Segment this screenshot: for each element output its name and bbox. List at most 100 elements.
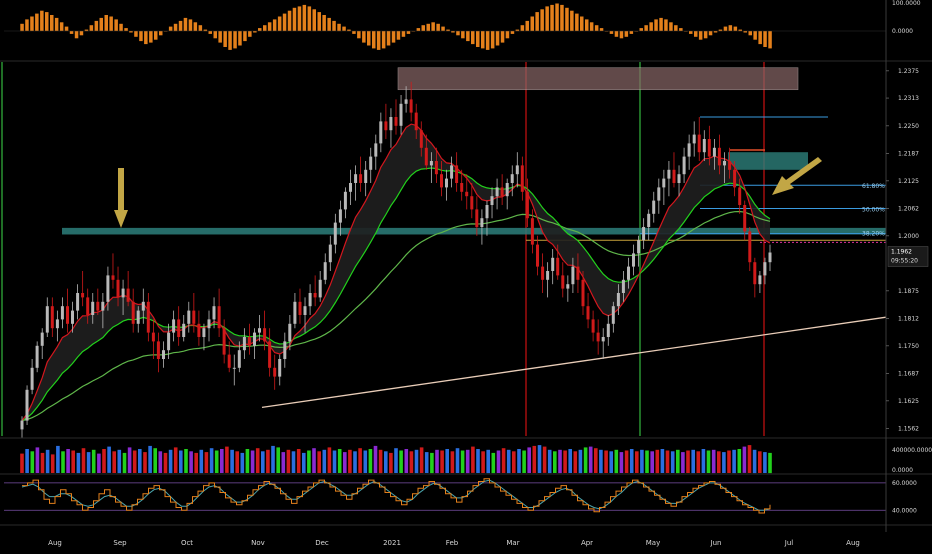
price-tick-label: 1.2313	[898, 95, 919, 102]
oscillator-bar	[629, 31, 634, 34]
oscillator-bar	[753, 31, 757, 40]
oscillator-bar	[124, 28, 128, 31]
oscillator-bar	[337, 23, 341, 32]
volume-bar	[225, 446, 229, 473]
volume-bar	[640, 449, 644, 474]
volume-bar	[343, 452, 347, 473]
candle-body	[697, 134, 701, 153]
time-axis-label: Jun	[710, 539, 722, 547]
oscillator-bar	[495, 31, 500, 46]
ema-ribbon	[22, 124, 770, 421]
candle-body	[60, 306, 64, 320]
candle-body	[20, 420, 24, 430]
current-price-value: 1.1962	[891, 249, 912, 256]
volume-pane	[20, 445, 772, 474]
candle-body	[723, 161, 726, 166]
oscillator-bar	[505, 31, 510, 39]
stoch-tick-label-top: 60.0000	[892, 480, 917, 487]
target-zone	[728, 152, 808, 170]
time-axis-label: Oct	[181, 539, 193, 547]
oscillator-bar	[664, 19, 668, 31]
candle-body	[141, 301, 145, 311]
volume-bar	[609, 451, 613, 473]
oscillator-bar	[302, 4, 307, 32]
oscillator-bar	[327, 17, 331, 31]
candle-body	[151, 332, 155, 342]
oscillator-bar	[381, 31, 386, 49]
oscillator-bar	[614, 31, 619, 37]
volume-bar	[353, 451, 357, 473]
volume-bar	[266, 449, 270, 474]
volume-bar	[594, 448, 598, 473]
volume-bar	[45, 449, 50, 474]
candle-body	[202, 328, 206, 337]
ema-fast-line	[21, 123, 771, 421]
candle-body	[217, 306, 221, 329]
candle-body	[682, 156, 686, 175]
volume-bar	[107, 446, 111, 473]
candle-body	[707, 139, 711, 157]
volume-bar	[491, 452, 496, 474]
price-tick-label: 1.1875	[898, 288, 919, 295]
candle-body	[66, 306, 69, 324]
diagonal-arrow-annotation	[772, 157, 822, 195]
candle-body	[748, 231, 752, 263]
candle-body	[242, 337, 246, 351]
volume-bar	[220, 449, 224, 473]
oscillator-bar	[372, 31, 376, 49]
candle-body	[541, 266, 545, 280]
candle-body	[101, 301, 105, 311]
oscillator-bar	[515, 29, 520, 32]
candle-body	[546, 271, 550, 280]
volume-bar	[670, 451, 675, 473]
volume-bar	[404, 449, 409, 473]
oscillator-bar	[565, 7, 569, 32]
oscillator-bar	[198, 25, 203, 31]
oscillator-bar	[263, 25, 267, 31]
oscillator-bar	[104, 15, 108, 31]
oscillator-bar	[322, 15, 326, 31]
oscillator-bar	[188, 19, 193, 31]
volume-bar	[717, 451, 721, 473]
candle-body	[440, 174, 443, 188]
volume-bar	[394, 448, 398, 473]
oscillator-bar	[119, 23, 123, 32]
oscillator-bar	[485, 31, 490, 50]
volume-bar	[199, 449, 204, 474]
volume-bar	[553, 451, 557, 473]
price-tick-label: 1.2375	[898, 68, 919, 75]
price-tick-label: 1.2125	[898, 178, 919, 185]
oscillator-bar	[659, 17, 663, 31]
oscillator-bar	[20, 23, 24, 32]
candle-body	[30, 367, 34, 390]
oscillator-bar	[129, 31, 133, 33]
candle-body	[25, 389, 29, 421]
oscillator-bar	[238, 31, 242, 46]
price-pane: 61.80% 50.00% 38.20%	[1, 62, 887, 439]
candle-body	[258, 328, 261, 333]
candle-body	[247, 337, 251, 346]
oscillator-bar	[134, 31, 138, 37]
volume-bar	[50, 454, 55, 473]
oscillator-bar	[376, 31, 381, 50]
candle-body	[434, 161, 438, 175]
volume-bar	[409, 451, 414, 473]
volume-bar	[629, 449, 634, 473]
oscillator-bar	[768, 31, 772, 49]
oscillator-bar	[50, 15, 54, 31]
volume-bar	[430, 452, 434, 474]
candle-body	[515, 165, 519, 175]
volume-bar	[460, 450, 465, 473]
volume-bar	[143, 452, 147, 473]
volume-bar	[532, 445, 537, 473]
volume-bar	[240, 452, 245, 474]
candle-body	[753, 262, 757, 285]
candle-body	[71, 310, 74, 324]
candle-body	[480, 218, 484, 227]
oscillator-bar	[456, 31, 460, 36]
volume-bar	[512, 451, 516, 473]
candle-body	[455, 165, 459, 183]
oscillator-bar	[203, 29, 208, 32]
volume-bar	[696, 451, 701, 473]
